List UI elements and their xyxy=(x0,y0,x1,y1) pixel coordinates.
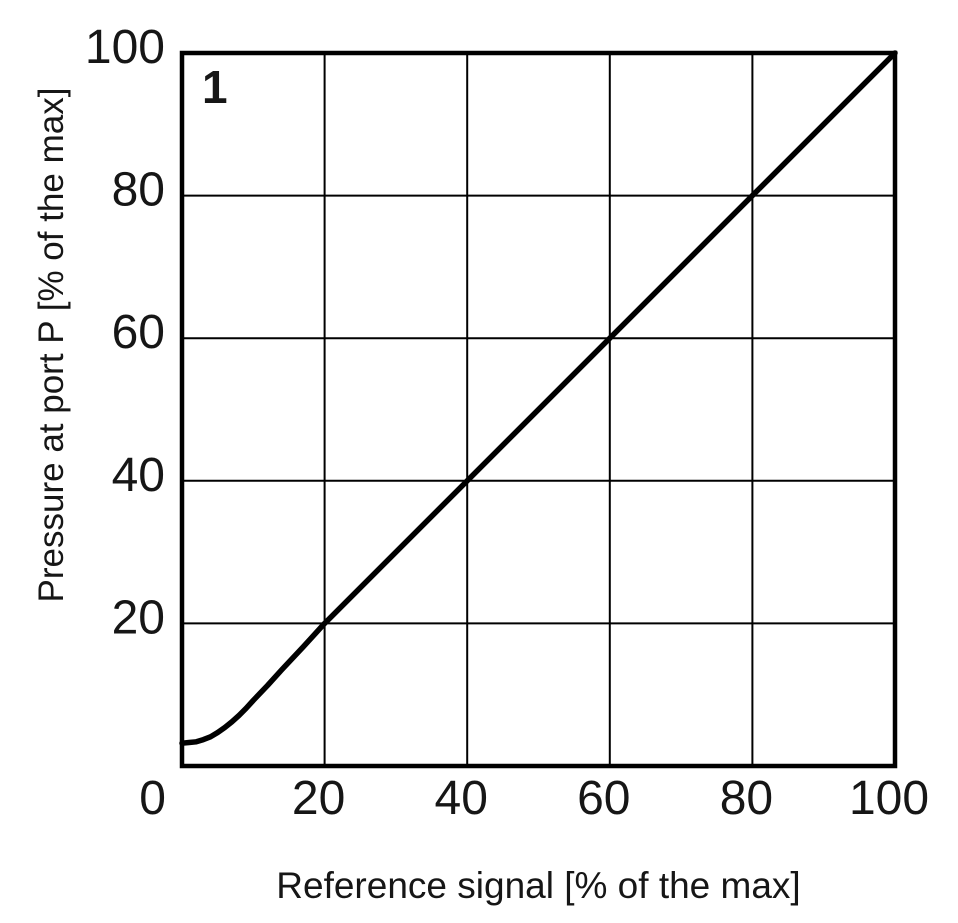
y-axis-title: Pressure at port P [% of the max] xyxy=(32,87,71,603)
figure-number-label: 1 xyxy=(202,61,228,113)
x-tick-label: 60 xyxy=(577,772,630,825)
x-tick-label: 100 xyxy=(849,772,929,825)
series-line-pressure-vs-reference-signal xyxy=(179,50,898,746)
x-tick-label: 20 xyxy=(292,772,345,825)
x-tick-label: 80 xyxy=(720,772,773,825)
x-tick-label: 40 xyxy=(435,772,488,825)
y-tick-label: 20 xyxy=(112,591,165,644)
y-tick-label: 80 xyxy=(112,164,165,217)
plot-border xyxy=(179,50,898,769)
y-tick-label: 100 xyxy=(85,21,165,74)
x-tick-label: 0 xyxy=(139,772,166,825)
x-axis-title: Reference signal [% of the max] xyxy=(276,865,801,906)
y-tick-label: 40 xyxy=(112,449,165,502)
y-tick-label: 60 xyxy=(112,306,165,359)
